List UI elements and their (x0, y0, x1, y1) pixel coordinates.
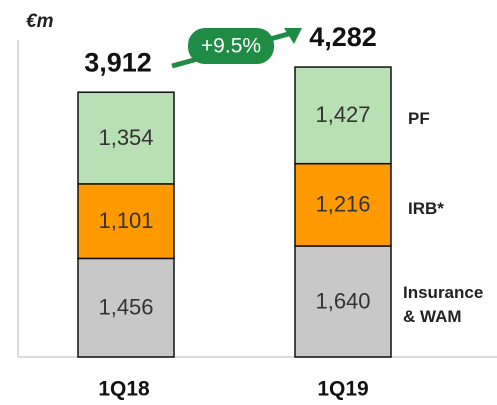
value-label: 1,427 (315, 102, 370, 127)
annotation-pill (188, 28, 274, 64)
bar-segment (294, 66, 392, 165)
value-label: 1,640 (315, 288, 370, 313)
arrow-head (284, 28, 302, 44)
bar-segment (77, 91, 175, 185)
x-tick-label: 1Q19 (317, 378, 368, 401)
series-label: IRB* (408, 198, 444, 218)
unit-label: €m (26, 11, 54, 32)
value-label: 1,216 (315, 192, 370, 217)
x-tick-label: 1Q18 (98, 378, 150, 401)
total-label: 3,912 (84, 47, 152, 77)
bar-segment (294, 245, 392, 358)
total-label: 4,282 (309, 22, 377, 52)
value-label: 1,101 (98, 208, 153, 233)
series-label: PF (408, 109, 430, 129)
bar-segment (77, 257, 175, 358)
value-label: 1,354 (98, 125, 153, 150)
annotation: +9.5% (201, 35, 261, 58)
series-label: Insurance & WAM (403, 283, 484, 327)
value-label: 1,456 (98, 295, 153, 320)
